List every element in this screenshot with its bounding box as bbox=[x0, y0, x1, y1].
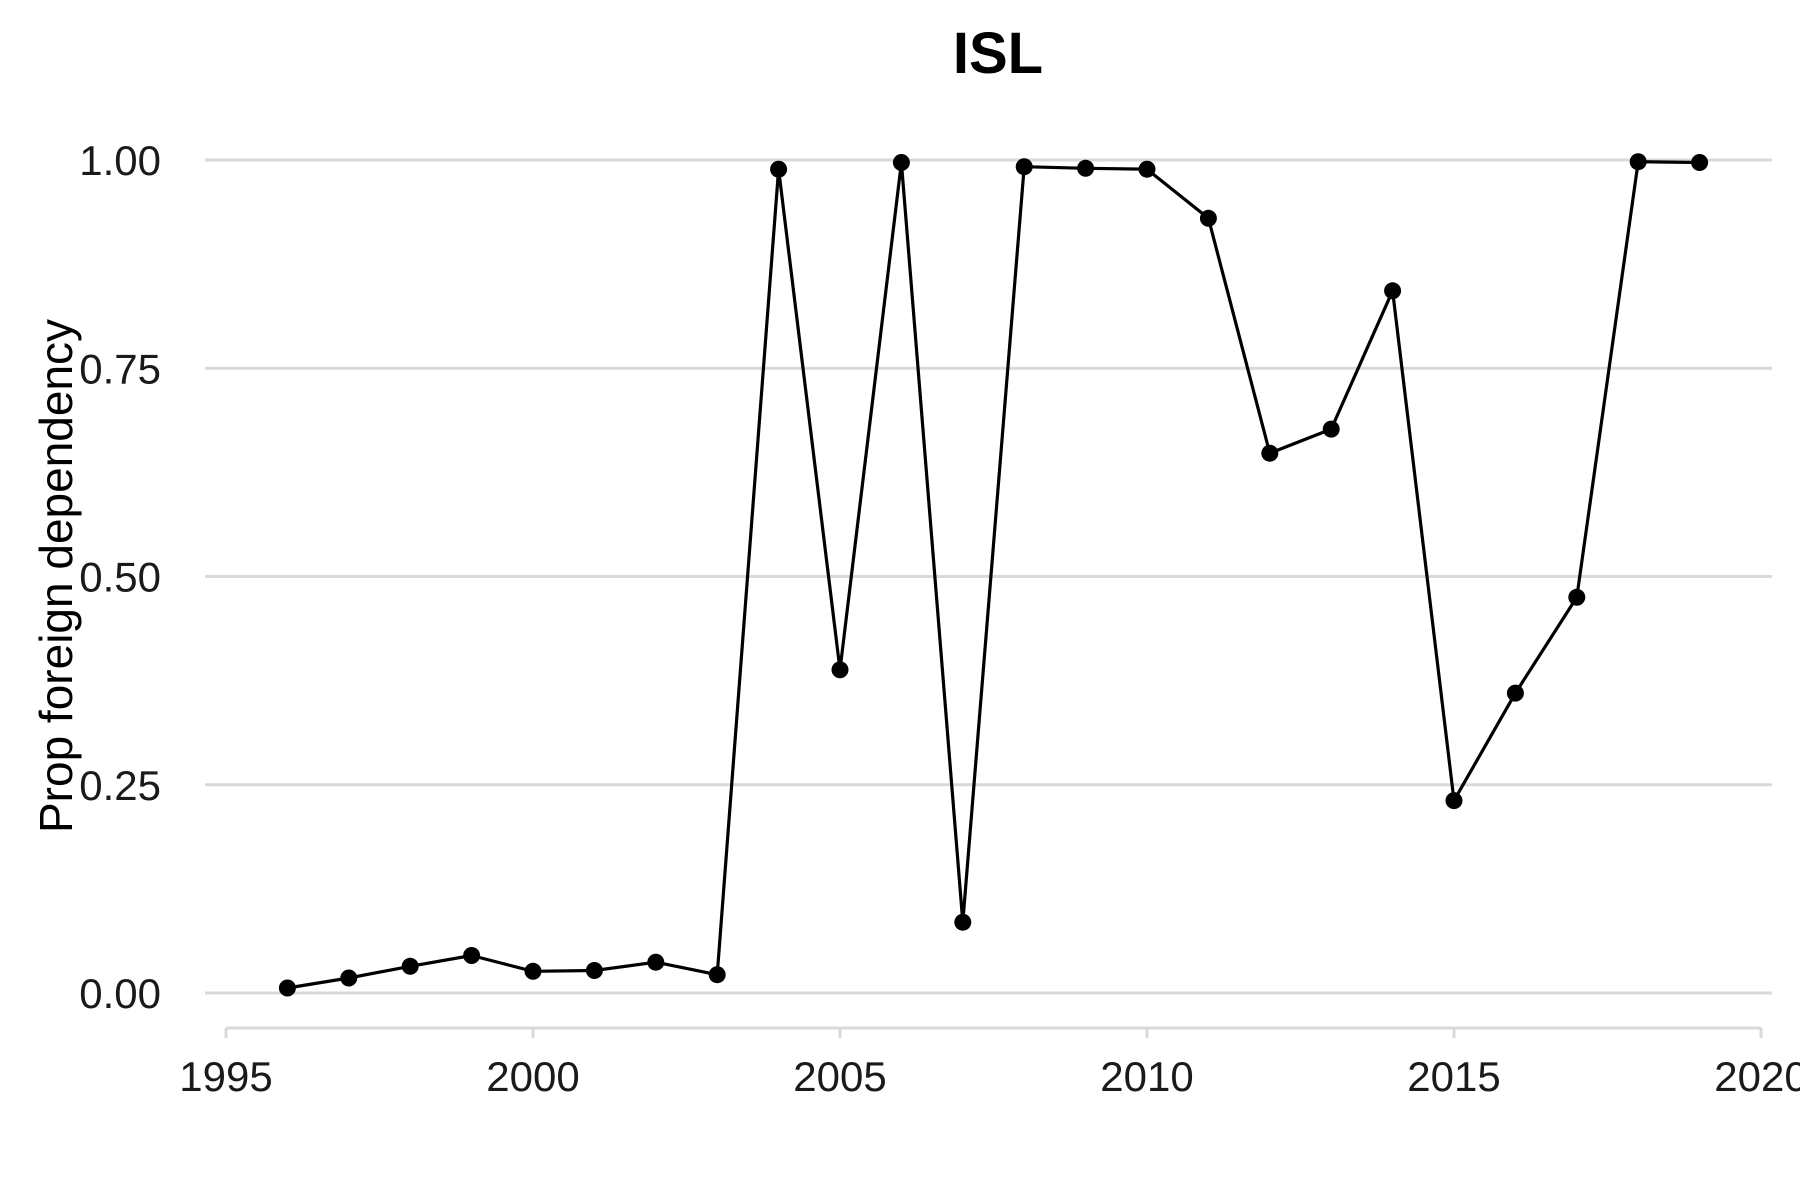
data-point bbox=[1077, 159, 1095, 177]
data-point bbox=[954, 913, 972, 931]
chart-title: ISL bbox=[953, 21, 1043, 86]
data-point bbox=[463, 947, 481, 964]
series-line bbox=[287, 160, 1700, 990]
y-tick-label: 0.75 bbox=[79, 345, 161, 392]
data-point bbox=[892, 154, 910, 171]
x-axis-ticks: 1995 2000 2005 2010 2015 2020 bbox=[179, 1028, 1800, 1100]
x-tick-label: 2010 bbox=[1100, 1053, 1193, 1100]
data-point bbox=[401, 957, 419, 975]
x-tick-label: 2005 bbox=[793, 1053, 886, 1100]
data-point bbox=[1691, 154, 1709, 171]
y-axis-ticks: 0.00 0.25 0.50 0.75 1.00 bbox=[79, 137, 161, 1017]
data-point bbox=[1568, 588, 1586, 606]
series-layer bbox=[278, 153, 1709, 997]
data-point bbox=[278, 979, 296, 997]
y-tick-label: 1.00 bbox=[79, 137, 161, 184]
y-tick-label: 0.25 bbox=[79, 762, 161, 809]
data-point bbox=[1322, 420, 1340, 438]
data-point bbox=[524, 962, 542, 980]
y-axis-label: Prop foreign dependency bbox=[30, 319, 82, 833]
data-point bbox=[1138, 160, 1156, 178]
data-point bbox=[1445, 792, 1463, 810]
data-point bbox=[770, 160, 788, 178]
data-point bbox=[831, 661, 849, 679]
data-point bbox=[1506, 684, 1524, 702]
gridlines bbox=[205, 158, 1772, 995]
data-point bbox=[1015, 158, 1033, 176]
data-point bbox=[340, 969, 358, 987]
data-point bbox=[1629, 153, 1647, 171]
y-tick-label: 0.50 bbox=[79, 554, 161, 601]
y-tick-label: 0.00 bbox=[79, 970, 161, 1017]
x-tick-label: 2015 bbox=[1407, 1053, 1500, 1100]
data-point bbox=[1199, 209, 1217, 227]
data-point bbox=[647, 953, 665, 971]
data-point bbox=[585, 962, 603, 979]
x-tick-label: 2020 bbox=[1714, 1053, 1800, 1100]
data-point bbox=[708, 966, 726, 984]
x-tick-label: 1995 bbox=[179, 1053, 272, 1100]
data-point bbox=[1261, 444, 1279, 462]
data-point bbox=[1384, 282, 1402, 300]
x-tick-label: 2000 bbox=[486, 1053, 579, 1100]
